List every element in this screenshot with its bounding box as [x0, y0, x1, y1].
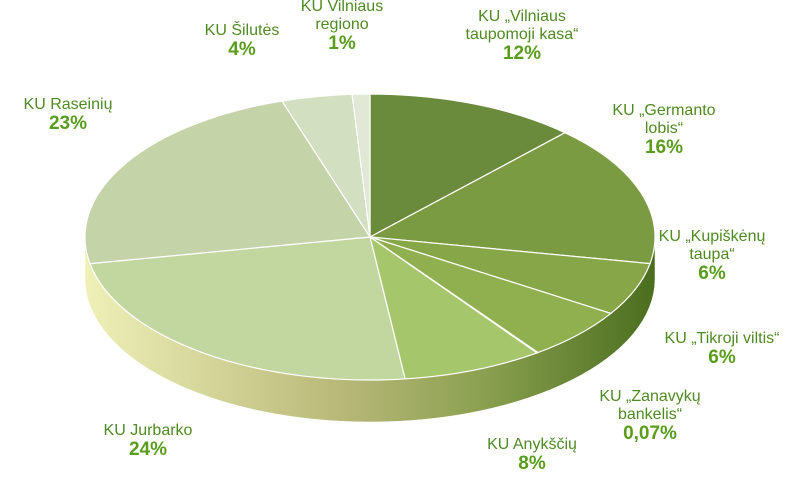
pie-slice	[89, 236, 406, 381]
pie-slice	[369, 93, 567, 239]
slice-name: KU Vilniaus regiono	[300, 0, 384, 33]
slice-name: KU „Tikroji viltis“	[664, 330, 780, 347]
slice-value: 16%	[644, 137, 684, 158]
slice-value: 6%	[708, 347, 736, 368]
slice-label: KU Raseinių 23%	[0, 96, 168, 134]
pie-slice	[84, 100, 372, 265]
slice-label: KU Jurbarko 24%	[48, 422, 248, 460]
slice-name: KU „Kupiškėnų taupa“	[658, 228, 766, 263]
slice-value: 12%	[502, 43, 542, 64]
pie-slice	[369, 235, 539, 380]
slice-label: KU „Kupiškėnų taupa“ 6%	[652, 228, 772, 284]
slice-label: KU „Zanavykų bankelis“ 0,07%	[590, 388, 710, 444]
slice-value: 0,07%	[623, 423, 677, 444]
slice-name: KU Raseinių	[23, 96, 113, 113]
slice-value: 23%	[48, 113, 88, 134]
slice-value: 24%	[128, 439, 168, 460]
slice-label: KU „Tikroji viltis“ 6%	[622, 330, 800, 368]
pie-slice	[367, 132, 656, 265]
slice-value: 4%	[228, 39, 256, 60]
slice-value: 8%	[518, 453, 546, 474]
slice-label: KU „Germanto lobis“ 16%	[604, 102, 724, 158]
slice-label: KU Anykščių 8%	[432, 436, 632, 474]
slice-name: KU „Zanavykų bankelis“	[599, 388, 701, 423]
slice-value: 1%	[328, 33, 356, 54]
slice-name: KU Šilutės	[204, 22, 280, 39]
slice-name: KU Jurbarko	[103, 422, 193, 439]
slice-name: KU „Vilniaus taupomoji kasa“	[465, 8, 579, 43]
slice-label: KU Šilutės 4%	[142, 22, 342, 60]
slice-name: KU „Germanto lobis“	[612, 102, 716, 137]
slice-value: 6%	[698, 263, 726, 284]
slice-label: KU Vilniaus regiono 1%	[292, 0, 392, 54]
slice-label: KU „Vilniaus taupomoji kasa“ 12%	[457, 8, 587, 64]
pie-slice	[351, 93, 371, 238]
slice-name: KU Anykščių	[487, 436, 577, 453]
